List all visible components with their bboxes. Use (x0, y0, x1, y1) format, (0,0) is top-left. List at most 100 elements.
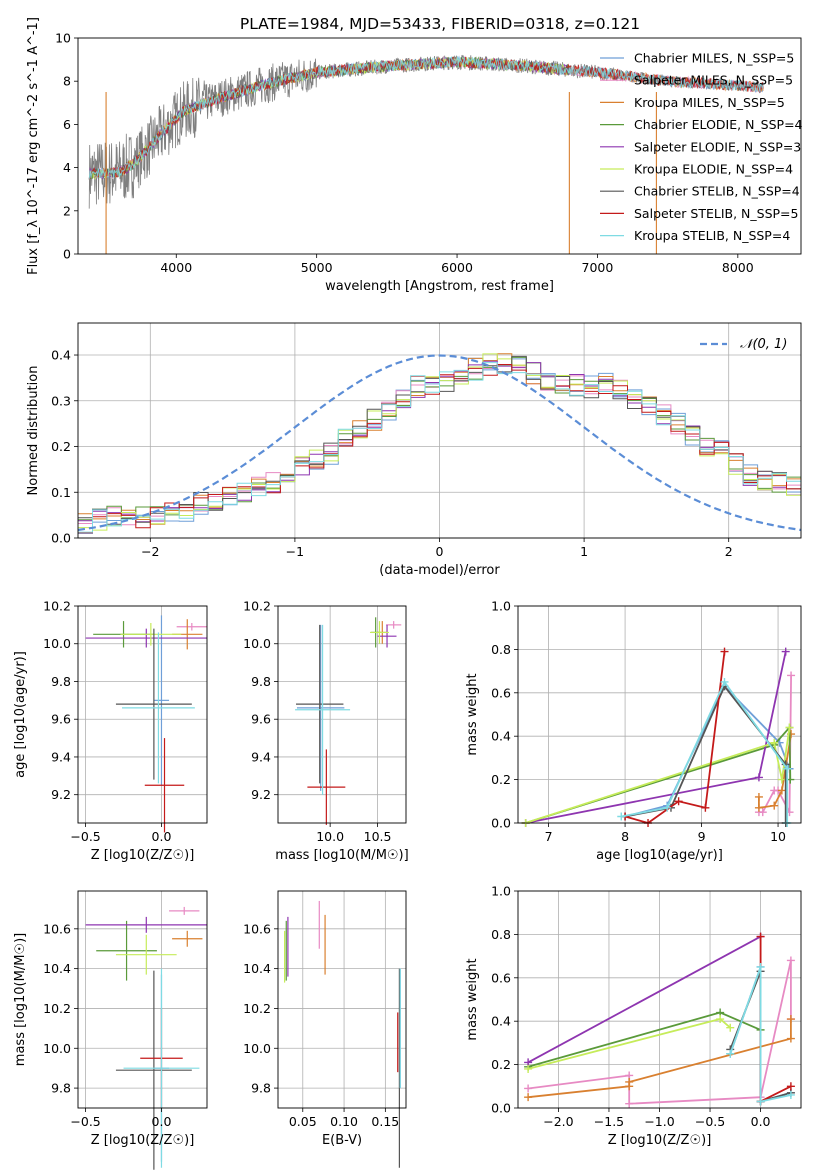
x-tick-label: 5000 (301, 260, 333, 275)
weight-marker (754, 773, 763, 782)
weight-marker (625, 1077, 634, 1086)
weight-marker (783, 764, 792, 773)
y-tick-label: 0.0 (51, 531, 71, 546)
grid (518, 890, 801, 1109)
x-tick-label: −0.5 (70, 1114, 100, 1129)
axes-frame (517, 605, 802, 824)
age-vs-metallicity-panel: −0.5 0.0 9.2 9.4 9.6 9.8 10.0 10.2 Z [log10(Z/Z☉… (13, 599, 208, 863)
x-tick-label: 10.5 (364, 829, 392, 844)
grid (278, 605, 406, 823)
y-axis-label: mass weight (465, 673, 480, 755)
plot-area (77, 353, 802, 534)
x-axis-label: age [log10(age/yr)] (596, 848, 723, 863)
weight-marker (524, 1084, 533, 1093)
legend-label: Salpeter STELIB, N_SSP=5 (634, 206, 798, 221)
y-tick-label: 4 (63, 160, 71, 175)
y-tick-label: 0.8 (491, 642, 511, 657)
weight-marker (758, 808, 767, 817)
axes-frame (77, 37, 802, 255)
weight-marker (625, 1099, 634, 1108)
weight-marker (524, 1093, 533, 1102)
weight-marker (754, 803, 763, 812)
weight-marker (786, 1082, 795, 1091)
spectrum-lines (88, 54, 764, 254)
axes-frame (77, 322, 802, 539)
x-tick-label: 0.0 (152, 1114, 172, 1129)
plot-area (85, 906, 207, 1170)
legend-label: Salpeter MILES, N_SSP=5 (634, 73, 793, 88)
y-tick-label: 9.8 (251, 674, 271, 689)
y-tick-label: 0.4 (491, 729, 511, 744)
weight-marker (785, 723, 794, 732)
y-axis-label: mass weight (465, 958, 480, 1040)
plot-area (521, 647, 796, 827)
age-vs-mass-panel: 10.0 10.5 9.2 9.4 9.6 9.8 10.0 10.2 mass [log10(… (243, 599, 409, 864)
mass-vs-metallicity-panel: −0.5 0.0 9.8 10.0 10.2 10.4 10.6 Z [log10(Z/Z☉)… (13, 890, 208, 1170)
x-tick-label: −0.5 (70, 829, 100, 844)
y-tick-label: 10.2 (243, 1001, 271, 1016)
y-tick-label: 9.8 (51, 1081, 71, 1096)
y-axis-label: Flux [f_λ 10^-17 erg cm^-2 s^-1 A^-1] (26, 17, 41, 275)
model-spectrum (88, 56, 764, 180)
legend-label: Chabrier STELIB, N_SSP=4 (634, 184, 800, 199)
weight-marker (726, 1049, 735, 1058)
x-tick-label: 8 (621, 829, 629, 844)
weight-marker (716, 1015, 725, 1024)
x-tick-label: −2.0 (543, 1114, 573, 1129)
x-tick-label: 7000 (582, 260, 614, 275)
weight-marker (663, 803, 672, 812)
y-tick-label: 9.4 (251, 749, 271, 764)
y-tick-label: 0.6 (491, 970, 511, 985)
x-tick-label: 4000 (160, 260, 192, 275)
x-axis-label: Z [log10(Z/Z☉)] (608, 1133, 712, 1148)
grid (78, 891, 207, 1108)
residual-histogram-panel: −2 −1 0 1 2 0.0 0.1 0.2 0.3 0.4 (data-model)/error… (26, 322, 802, 578)
x-tick-label: 0.15 (371, 1114, 399, 1129)
x-axis-label: Z [log10(Z/Z☉)] (91, 1133, 195, 1148)
x-tick-label: −1.0 (644, 1114, 674, 1129)
weight-marker (787, 671, 796, 680)
x-tick-label: −1 (286, 544, 304, 559)
histogram-series (78, 362, 801, 533)
y-tick-label: 0.4 (51, 348, 71, 363)
y-tick-label: 0.3 (51, 393, 71, 408)
y-tick-label: 9.2 (251, 787, 271, 802)
y-tick-label: 10.2 (243, 599, 271, 614)
axes-frame (277, 605, 407, 824)
y-tick-label: 0 (63, 247, 71, 262)
x-tick-label: −0.5 (695, 1114, 725, 1129)
weight-marker (786, 1090, 795, 1099)
x-tick-label: 0.05 (289, 1114, 317, 1129)
weight-vs-metallicity-panel: −2.0 −1.5 −1.0 −0.5 0.0 0.0 0.2 0.4 0.6 0.8 1.0 Z [… (465, 884, 802, 1148)
x-tick-label: 0.0 (751, 1114, 771, 1129)
y-tick-label: 10.2 (43, 599, 71, 614)
y-tick-label: 6 (63, 117, 71, 132)
x-tick-label: 7 (545, 829, 553, 844)
y-axis-label: age [log10(age/yr)] (13, 651, 28, 778)
x-tick-label: 0 (436, 544, 444, 559)
x-tick-label: 10.0 (316, 829, 344, 844)
x-tick-label: 10 (770, 829, 786, 844)
x-tick-label: 2 (725, 544, 733, 559)
x-tick-label: −2 (141, 544, 159, 559)
weight-marker (726, 1023, 735, 1032)
y-tick-label: 0.1 (51, 485, 71, 500)
y-tick-label: 0.2 (491, 1057, 511, 1072)
y-tick-label: 10.4 (43, 961, 71, 976)
weight-marker (756, 1097, 765, 1106)
y-tick-label: 9.8 (251, 1081, 271, 1096)
weight-line (525, 725, 792, 824)
weight-marker (786, 956, 795, 965)
x-tick-label: 0.0 (152, 829, 172, 844)
y-tick-label: 10.6 (43, 921, 71, 936)
y-tick-label: 9.2 (51, 787, 71, 802)
legend-label: Kroupa ELODIE, N_SSP=4 (634, 162, 793, 177)
plot-area (524, 932, 795, 1108)
y-tick-label: 8 (63, 74, 71, 89)
x-axis-label: E(B-V) (322, 1133, 362, 1148)
weight-marker (770, 801, 779, 810)
mass-vs-ebv-panel: 0.05 0.10 0.15 9.8 10.0 10.2 10.4 10.6 E(B-V) (243, 890, 407, 1168)
y-tick-label: 9.8 (51, 674, 71, 689)
legend-label: Kroupa MILES, N_SSP=5 (634, 95, 785, 110)
